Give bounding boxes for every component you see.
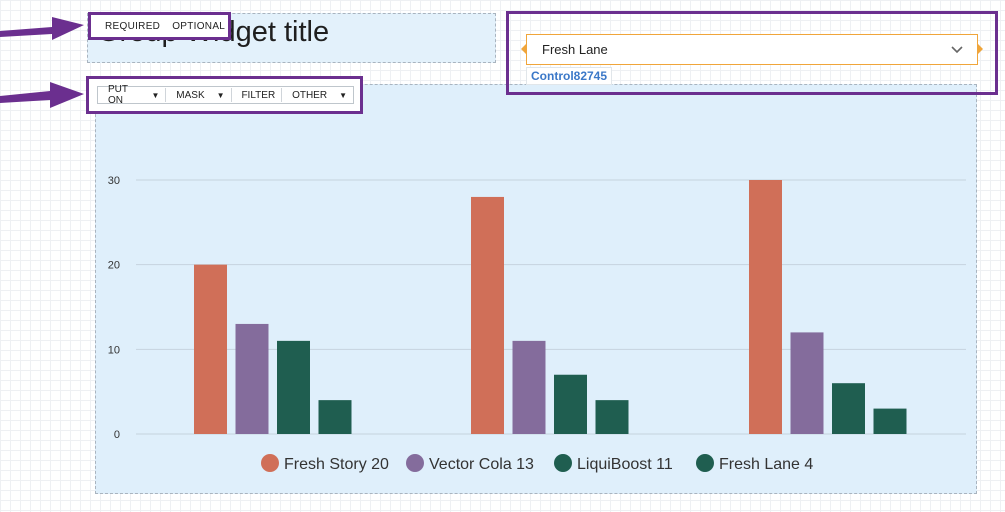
legend-swatch [261, 454, 279, 472]
legend-label: Vector Cola 13 [429, 456, 534, 473]
legend-label: Fresh Lane 4 [719, 456, 813, 473]
caret-down-icon: ▼ [151, 90, 160, 100]
legend-label: LiquiBoost 11 [577, 456, 673, 473]
control-label: Control82745 [526, 67, 613, 85]
y-tick-label: 30 [108, 175, 120, 187]
optional-tag[interactable]: OPTIONAL [172, 20, 226, 32]
toolbar-button-label: PUT ON [108, 84, 128, 106]
legend-swatch [406, 454, 424, 472]
toolbar-separator [281, 88, 283, 102]
annotation-arrow-top [0, 17, 84, 40]
y-tick-label: 0 [114, 429, 120, 441]
bar [471, 196, 504, 434]
annotation-arrows [0, 17, 84, 108]
chevron-down-icon [951, 45, 963, 53]
toolbar-button-label: FILTER [241, 89, 276, 101]
tag-bar: REQUIRED OPTIONAL [88, 12, 231, 40]
legend-swatch [554, 454, 572, 472]
selector-frame [506, 11, 998, 95]
brand-dropdown[interactable]: Fresh Lane [526, 34, 978, 65]
dropdown-marker-right [978, 44, 983, 54]
dropdown-value: Fresh Lane [542, 42, 608, 57]
bar [277, 340, 310, 434]
bar [318, 400, 352, 434]
toolbar-separator [165, 88, 167, 102]
caret-down-icon: ▼ [216, 90, 225, 100]
toolbar-buttons: PUT ON ▼ MASK ▼ FILTER OTHER ▼ [97, 84, 354, 106]
y-tick-label: 10 [108, 344, 120, 356]
chart-panel: 0 10 20 30 Fresh Story 20 Vector Cola 13 Liqui… [95, 84, 977, 494]
toolbar-filter-button[interactable]: FILTER [231, 87, 281, 103]
dropdown-marker-left [521, 44, 526, 54]
y-tick-label: 20 [108, 260, 120, 272]
widget-toolbar: PUT ON ▼ MASK ▼ FILTER OTHER ▼ [86, 76, 363, 114]
bar [873, 408, 907, 434]
bar [832, 383, 865, 434]
toolbar-button-label: MASK [176, 89, 205, 101]
toolbar-separator [230, 88, 232, 102]
bar [554, 374, 587, 434]
caret-down-icon: ▼ [339, 90, 347, 100]
toolbar-button-label: OTHER [292, 89, 328, 101]
bar [595, 400, 629, 434]
bar [790, 332, 824, 434]
bar [749, 180, 782, 434]
toolbar-mask-button[interactable]: MASK ▼ [166, 87, 230, 103]
legend-label: Fresh Story 20 [284, 456, 389, 473]
bar-chart: 0 10 20 30 Fresh Story 20 Vector Cola 13 Liqui… [108, 175, 966, 473]
annotation-arrow-bottom [0, 82, 84, 108]
legend-swatch [696, 454, 714, 472]
bar [235, 323, 269, 434]
toolbar-put-on-button[interactable]: PUT ON ▼ [98, 84, 165, 106]
bar [194, 264, 227, 434]
required-tag[interactable]: REQUIRED [105, 20, 161, 32]
toolbar-other-button[interactable]: OTHER ▼ [282, 87, 353, 103]
bar [512, 340, 546, 434]
